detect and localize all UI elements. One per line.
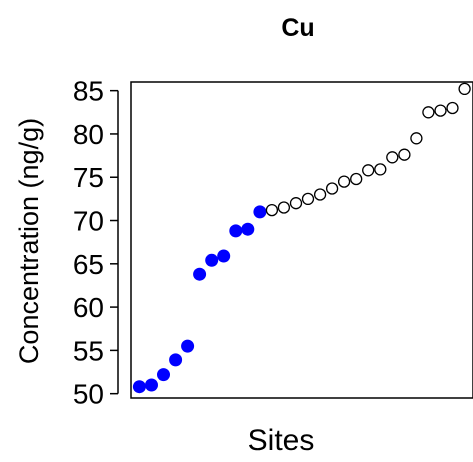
data-point-open — [325, 182, 339, 195]
y-tick-label: 85 — [73, 76, 104, 107]
data-point-filled — [157, 368, 170, 382]
data-point-open — [386, 151, 399, 164]
y-tick-label: 65 — [73, 249, 104, 280]
data-point-filled — [205, 253, 219, 267]
y-tick-label: 60 — [73, 292, 104, 323]
data-point-filled — [145, 378, 158, 392]
data-point-open — [313, 188, 327, 201]
data-point-open — [301, 192, 315, 206]
y-tick-label: 70 — [73, 206, 104, 237]
data-point-filled — [193, 267, 207, 281]
data-point-filled — [253, 205, 267, 219]
plot-frame — [130, 81, 473, 399]
data-point-filled — [217, 249, 231, 263]
data-point-filled — [241, 222, 255, 236]
data-point-open — [337, 175, 351, 188]
data-point-open — [422, 106, 435, 119]
data-point-open — [398, 148, 411, 161]
data-point-filled — [169, 353, 183, 367]
data-point-open — [350, 172, 363, 186]
data-point-filled — [181, 339, 195, 353]
data-point-open — [446, 101, 459, 115]
data-point-filled — [229, 224, 243, 238]
data-point-open — [458, 82, 471, 96]
data-point-filled — [132, 380, 146, 394]
x-axis-label: Sites — [248, 424, 315, 457]
data-point-open — [362, 164, 375, 177]
data-point-open — [277, 201, 291, 214]
y-tick-label: 55 — [73, 335, 104, 366]
y-axis: 50 55 60 65 70 75 80 85 — [73, 76, 119, 410]
data-point-open — [434, 104, 447, 117]
y-tick-label: 50 — [73, 379, 104, 410]
data-point-open — [410, 132, 423, 145]
data-point-open — [265, 203, 279, 217]
y-axis-label: Concentration (ng/g) — [14, 118, 44, 364]
data-points — [132, 82, 471, 394]
y-tick-label: 80 — [73, 119, 104, 150]
chart-title: Cu — [281, 14, 314, 42]
data-point-open — [289, 197, 303, 210]
data-point-open — [374, 163, 387, 176]
y-tick-label: 75 — [73, 162, 104, 193]
